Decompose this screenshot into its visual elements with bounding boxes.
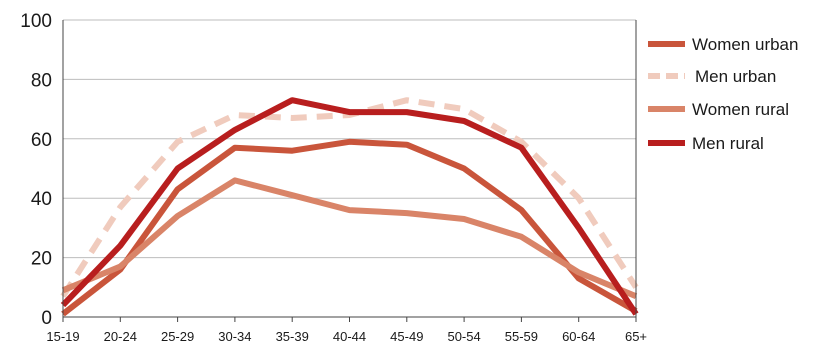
x-tick-label: 25-29 — [161, 329, 194, 344]
x-tick-label: 40-44 — [333, 329, 366, 344]
x-tick-label: 45-49 — [390, 329, 423, 344]
y-tick-label: 40 — [31, 189, 52, 210]
x-tick-label: 30-34 — [218, 329, 251, 344]
x-tick-label: 20-24 — [104, 329, 137, 344]
grid-lines — [63, 19, 636, 259]
x-tick-label: 15-19 — [46, 329, 79, 344]
x-tick-label: 65+ — [625, 329, 647, 344]
y-tick-label: 100 — [20, 11, 52, 32]
axes — [62, 20, 637, 318]
series-line-women-rural — [61, 177, 638, 299]
x-tick-label: 35-39 — [276, 329, 309, 344]
x-tick-label: 50-54 — [447, 329, 480, 344]
y-tick-label: 80 — [31, 70, 52, 91]
legend-label: Women rural — [692, 100, 789, 119]
legend-label: Men rural — [692, 134, 764, 153]
series-line-women-urban — [61, 138, 638, 317]
y-tick-label: 20 — [31, 249, 52, 270]
y-tick-label: 0 — [41, 308, 52, 329]
legend-label: Men urban — [695, 67, 776, 86]
series-lines — [60, 97, 639, 317]
legend-label: Women urban — [692, 35, 798, 54]
y-axis-ticks: 0 20 40 60 80 100 — [20, 11, 52, 329]
x-axis-ticks: 15-19 20-24 25-29 30-34 35-39 40-44 45-49 50-54… — [46, 317, 647, 344]
legend: Women urban Men urban Women rural Men rural — [648, 35, 798, 153]
series-line-men-rural — [60, 97, 639, 316]
y-tick-label: 60 — [31, 130, 52, 151]
x-tick-label: 60-64 — [562, 329, 595, 344]
x-tick-label: 55-59 — [505, 329, 538, 344]
